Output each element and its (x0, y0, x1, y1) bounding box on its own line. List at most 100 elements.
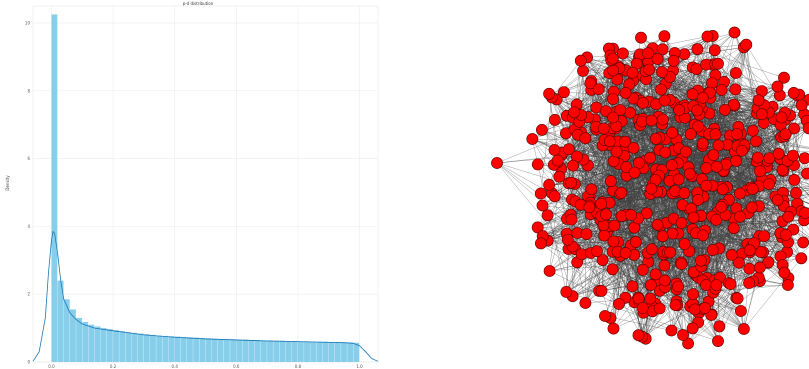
network-node (606, 263, 619, 276)
network-node (653, 302, 666, 315)
network-node (678, 238, 691, 250)
network-node (642, 47, 654, 60)
network-node (597, 122, 610, 135)
network-edge (566, 182, 572, 234)
network-node (548, 144, 561, 156)
network-edge (697, 164, 795, 277)
network-node (719, 104, 731, 116)
network-node (790, 187, 802, 199)
network-node (625, 209, 637, 221)
network-node (596, 254, 609, 266)
network-node (684, 128, 697, 140)
network-node (565, 213, 578, 226)
network-edge (755, 141, 809, 149)
network-edge (571, 199, 633, 287)
y-tick-label: 0 (27, 360, 30, 365)
network-node (619, 87, 632, 99)
network-edge (635, 241, 720, 249)
network-node (755, 108, 768, 121)
network-node (728, 26, 741, 39)
network-edge (751, 108, 758, 188)
network-edge (804, 158, 809, 171)
histogram-bar (82, 321, 89, 362)
network-node (543, 178, 555, 191)
network-node (635, 31, 647, 44)
network-node (762, 256, 775, 269)
histogram-bar (341, 342, 347, 362)
network-node (607, 64, 619, 77)
network-node (716, 183, 729, 196)
histogram-bar (180, 336, 187, 362)
network-node (724, 278, 737, 290)
histogram-bar (51, 14, 58, 362)
network-node (753, 165, 766, 177)
histogram-bar (174, 336, 181, 362)
y-tick-label: 10 (25, 20, 31, 25)
histogram-bar (230, 339, 237, 362)
network-node (561, 233, 574, 246)
network-node (628, 166, 641, 179)
histogram-bar (242, 339, 249, 362)
network-edge (559, 176, 694, 304)
network-node (694, 254, 707, 267)
histogram-bar (291, 340, 298, 362)
network-edge (662, 123, 794, 230)
network-node (730, 154, 742, 167)
network-node (677, 329, 689, 341)
network-node (613, 298, 625, 310)
network-node (779, 228, 792, 241)
plot-area (32, 5, 379, 363)
histogram-bar (119, 331, 126, 362)
network-edge (537, 204, 581, 228)
histogram-bar (353, 342, 360, 362)
histogram-bar (88, 324, 95, 362)
network-node (565, 176, 577, 189)
network-node (710, 213, 723, 226)
network-node (627, 141, 640, 154)
network-node (548, 190, 561, 203)
network-node (762, 178, 775, 191)
network-node (543, 87, 555, 100)
network-node (651, 218, 664, 231)
network-node (678, 187, 691, 199)
histogram-bar (260, 340, 267, 362)
histogram-bar (162, 335, 169, 362)
network-node (629, 235, 642, 248)
network-node (679, 145, 692, 158)
network-node (531, 221, 544, 234)
network-node (643, 63, 656, 76)
network-node (626, 66, 639, 79)
network-node (735, 144, 748, 157)
network-edge (605, 214, 709, 302)
network-node (771, 194, 784, 206)
network-node (687, 288, 699, 300)
network-node (689, 303, 701, 316)
histogram-bar (304, 341, 310, 362)
network-node (640, 207, 653, 220)
network-node (585, 183, 598, 196)
network-node (798, 152, 809, 165)
network-node (775, 111, 788, 124)
network-node (577, 65, 589, 77)
network-edge (656, 177, 745, 330)
network-node (669, 299, 682, 311)
histogram-bar (193, 337, 200, 362)
network-node (656, 113, 669, 126)
network-node (568, 106, 580, 119)
network-node (610, 145, 623, 158)
network-node (636, 97, 649, 109)
network-node (797, 236, 809, 249)
histogram-bar (211, 338, 218, 362)
network-edge (701, 130, 809, 149)
network-node (712, 335, 724, 347)
network-node (595, 197, 608, 210)
histogram-bar (205, 338, 212, 362)
network-node (592, 83, 605, 95)
network-edge (586, 57, 660, 151)
histogram-bar (310, 341, 317, 362)
network-node (729, 83, 742, 96)
network-node (733, 256, 745, 269)
network-node (752, 94, 765, 107)
chart-title: p-d distribution (183, 1, 214, 6)
histogram-bar (273, 340, 280, 362)
